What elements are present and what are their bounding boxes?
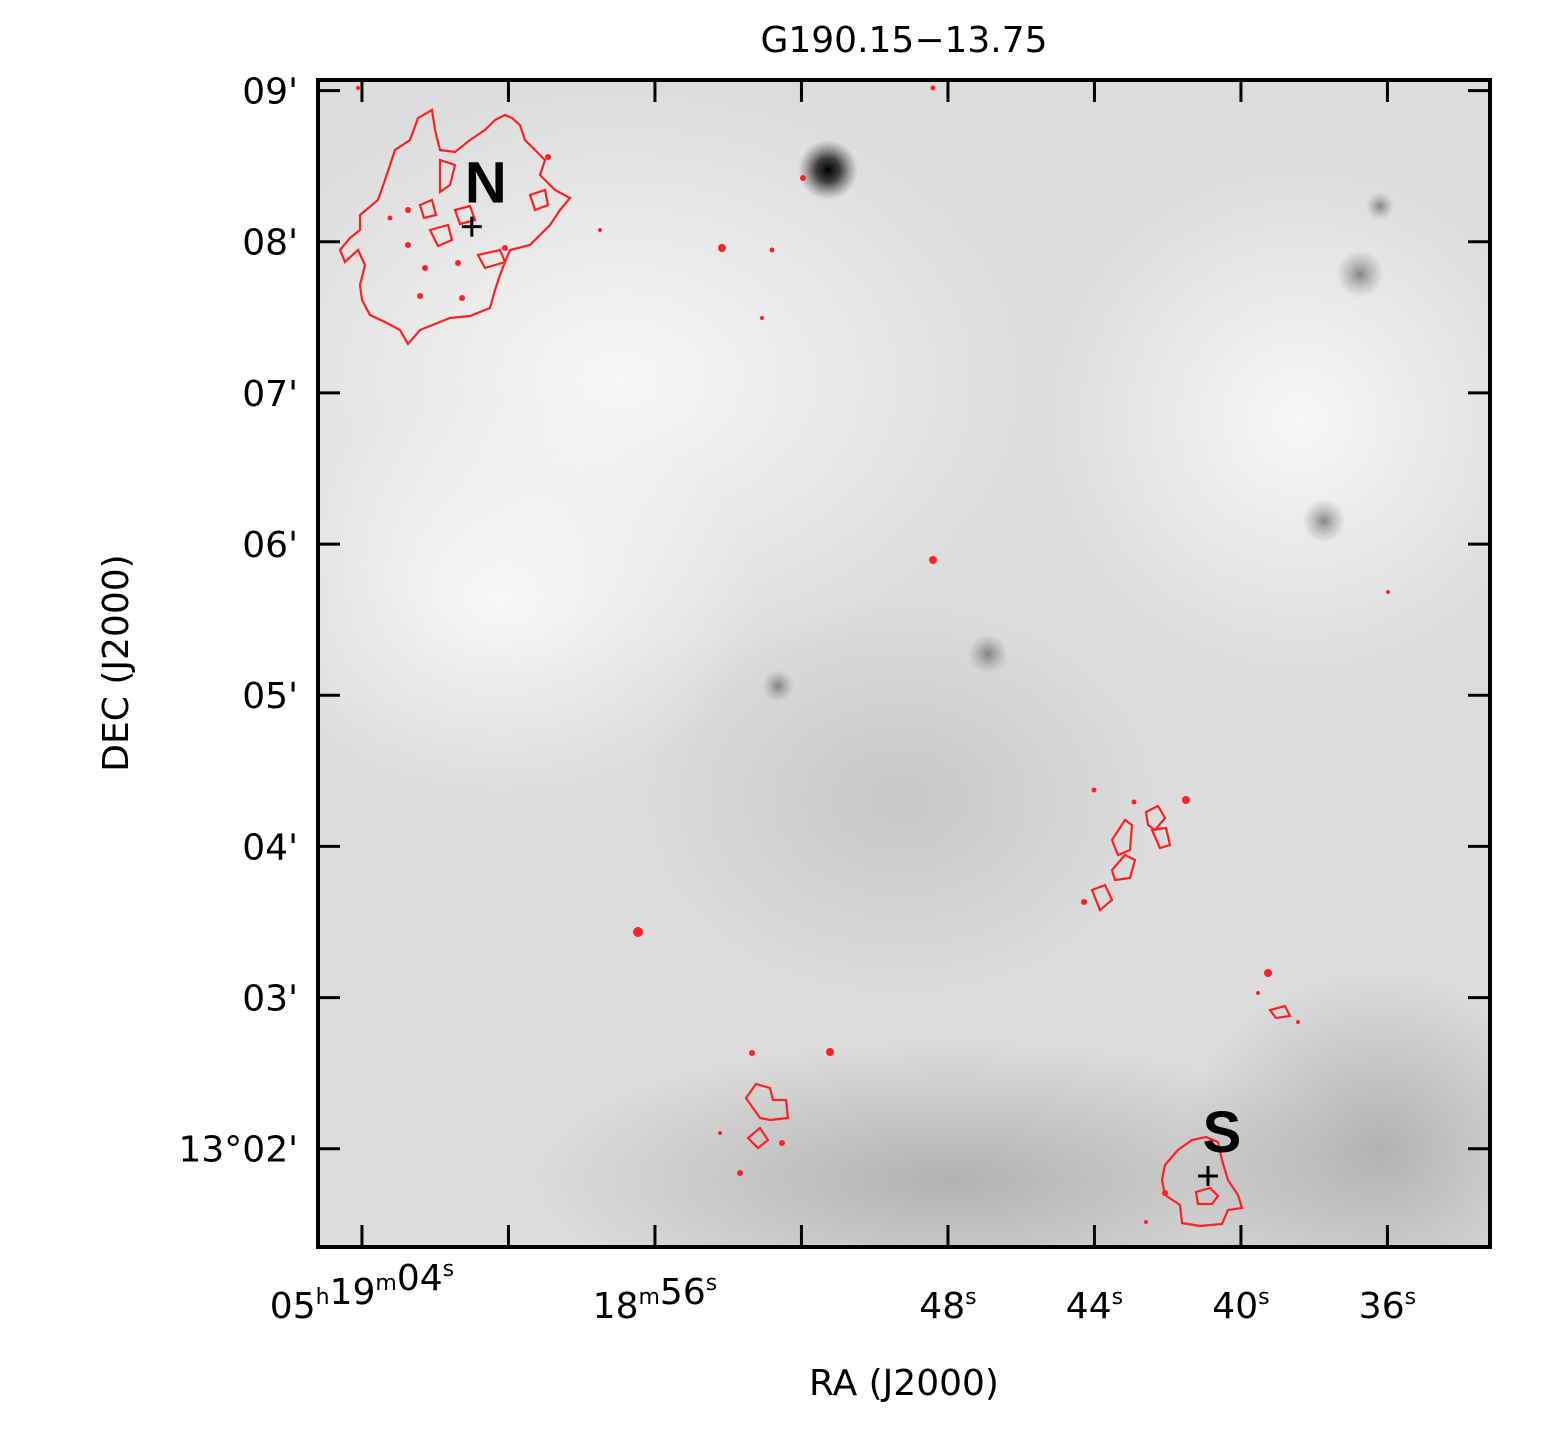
x-tick-labels: 05h19m04s 18m56s 48s 44s 40s 36s xyxy=(270,1257,1416,1327)
contour-south-outer xyxy=(1160,1135,1244,1228)
contour-north-inner xyxy=(476,248,507,270)
x-tick-label: 44s xyxy=(1066,1285,1123,1327)
y-tick-label: 03' xyxy=(242,979,298,1020)
x-tick-label: 18m56s xyxy=(593,1271,718,1327)
y-tick-label: 08' xyxy=(242,223,298,264)
faint-star xyxy=(1302,499,1346,543)
y-tick-label: 05' xyxy=(242,676,298,717)
contour-mid-2 xyxy=(1110,853,1137,882)
contour-bottom-3 xyxy=(1268,1004,1292,1020)
y-axis-label: DEC (J2000) xyxy=(96,554,137,771)
contour-bottom-2 xyxy=(746,1126,770,1150)
contour-south-inner xyxy=(1194,1186,1220,1206)
plot-frame xyxy=(316,78,1492,1249)
source-markers: NS xyxy=(461,151,1242,1186)
contour-north-inner xyxy=(418,198,438,220)
contour-north-outer xyxy=(338,108,572,346)
contour-mid-1 xyxy=(1110,818,1134,857)
contour-north-inner xyxy=(428,223,454,248)
x-axis-label: RA (J2000) xyxy=(809,1363,999,1404)
contour-dots xyxy=(356,85,1390,1224)
x-tick-label: 36s xyxy=(1359,1285,1416,1327)
contour-mid-3 xyxy=(1090,883,1114,912)
bright-star xyxy=(798,140,858,200)
grayscale-image xyxy=(318,80,1490,1247)
contour-mid-4 xyxy=(1144,804,1167,832)
y-tick-label: 07' xyxy=(242,374,298,415)
y-tick-label: 09' xyxy=(242,72,298,113)
marker-label: S xyxy=(1203,1100,1242,1165)
contour-north-inner xyxy=(528,188,550,212)
chart-title: G190.15−13.75 xyxy=(760,20,1047,61)
contour-bottom-1 xyxy=(744,1082,790,1122)
faint-star xyxy=(1366,192,1394,220)
axis-ticks xyxy=(318,80,1490,1247)
faint-star xyxy=(968,634,1008,674)
y-tick-label: 13°02' xyxy=(178,1130,298,1171)
y-tick-labels: 09' 08' 07' 06' 05' 04' 03' 13°02' xyxy=(178,72,298,1171)
x-tick-label: 48s xyxy=(919,1285,976,1327)
y-tick-label: 04' xyxy=(242,827,298,868)
faint-star xyxy=(1336,250,1384,298)
contour-mid-5 xyxy=(1150,826,1172,850)
x-tick-label: 05h19m04s xyxy=(270,1257,454,1327)
marker-label: N xyxy=(465,151,507,216)
contour-layer xyxy=(338,108,1292,1228)
contour-north-inner xyxy=(453,204,477,226)
y-tick-label: 06' xyxy=(242,525,298,566)
contour-north-inner xyxy=(438,158,457,195)
x-tick-label: 40s xyxy=(1212,1285,1269,1327)
faint-star xyxy=(762,670,794,702)
